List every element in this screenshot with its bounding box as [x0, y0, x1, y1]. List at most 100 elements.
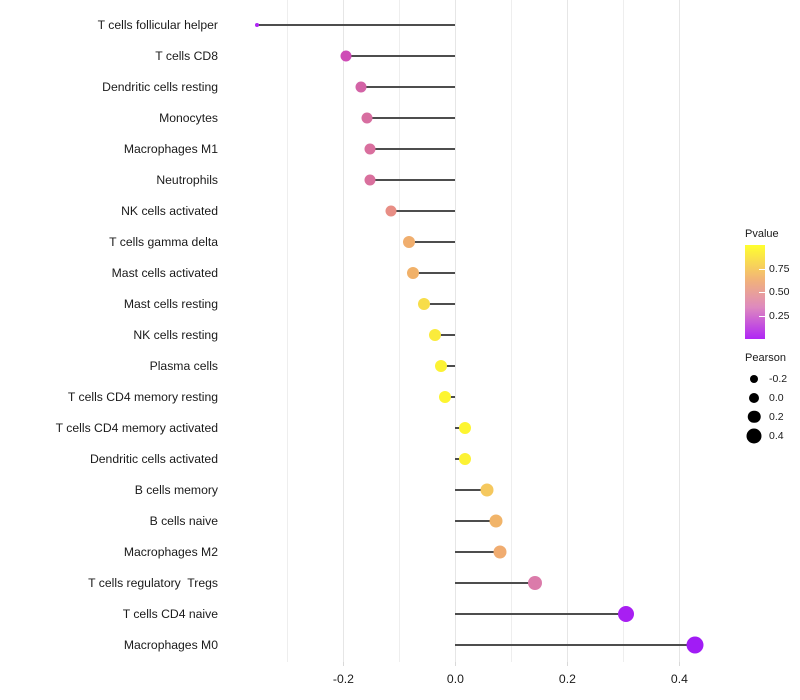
pearson-legend-item: 0.2 — [745, 407, 800, 426]
y-axis-tick-label: T cells follicular helper — [97, 18, 218, 32]
gridline-minor — [399, 0, 401, 662]
y-axis-tick-label: T cells regulatory Tregs — [88, 576, 218, 590]
y-axis-tick-label: Macrophages M2 — [123, 545, 218, 559]
pearson-legend-item: -0.2 — [745, 369, 800, 388]
gridline-minor — [623, 0, 625, 662]
y-axis-tick-label: B cells naive — [149, 514, 218, 528]
gridline-major — [343, 0, 345, 662]
lollipop-stem — [424, 303, 456, 305]
pvalue-legend-tick-mark — [759, 315, 765, 317]
lollipop-point — [458, 422, 471, 434]
y-axis-tick-label: Plasma cells — [149, 359, 218, 373]
y-axis-tick-label: T cells CD4 naive — [122, 607, 218, 621]
x-axis-tick-mark — [567, 662, 569, 666]
pvalue-legend-tick-mark — [759, 268, 765, 270]
y-axis-tick-label: T cells CD4 memory resting — [67, 390, 218, 404]
pearson-legend-label: 0.4 — [769, 429, 784, 442]
lollipop-stem — [391, 210, 456, 212]
pearson-legend-label: 0.0 — [769, 391, 784, 404]
pearson-legend-item: 0.0 — [745, 388, 800, 407]
lollipop-point — [254, 23, 259, 27]
pvalue-legend: Pvalue 0.75 0.50 0.25 — [745, 228, 789, 339]
lollipop-point — [686, 636, 704, 654]
pearson-legend: Pearson -0.2 0.0 0.2 0.4 — [745, 352, 800, 445]
pearson-legend-dot — [746, 428, 762, 443]
lollipop-point — [480, 483, 494, 497]
lollipop-stem — [455, 551, 500, 553]
y-axis-tick-label: Macrophages M1 — [123, 142, 218, 156]
pvalue-legend-tick-label: 0.25 — [769, 309, 790, 322]
x-axis-tick-mark — [679, 662, 681, 666]
y-axis-labels: T cells follicular helper T cells CD8 Dend… — [0, 0, 222, 700]
lollipop-stem — [369, 148, 456, 150]
pearson-legend-label: 0.2 — [769, 410, 784, 423]
gridline-minor — [511, 0, 513, 662]
lollipop-point — [418, 298, 431, 310]
lollipop-point — [340, 50, 352, 62]
lollipop-stem — [361, 86, 456, 88]
pearson-legend-item: 0.4 — [745, 426, 800, 445]
pearson-legend-dot — [747, 410, 761, 423]
lollipop-stem — [366, 117, 456, 119]
pvalue-legend-tick-mark — [759, 292, 765, 293]
y-axis-tick-label: T cells gamma delta — [109, 235, 218, 249]
lollipop-point — [364, 143, 376, 155]
y-axis-tick-label: NK cells resting — [133, 328, 218, 342]
lollipop-stem — [441, 365, 456, 367]
lollipop-stem — [455, 582, 536, 584]
gridline-major — [679, 0, 681, 662]
x-axis-tick-label: 0.0 — [446, 672, 464, 686]
y-axis-tick-label: T cells CD4 memory activated — [55, 421, 218, 435]
pvalue-legend-tick-label: 0.50 — [769, 286, 790, 298]
lollipop-point — [385, 205, 397, 217]
lollipop-point — [618, 606, 635, 622]
x-axis-tick-mark — [455, 662, 457, 666]
lollipop-point — [489, 514, 503, 528]
lollipop-stem — [413, 272, 456, 274]
lollipop-stem — [455, 520, 496, 522]
lollipop-stem — [455, 613, 627, 615]
lollipop-point — [439, 391, 452, 403]
y-axis-tick-label: T cells CD8 — [155, 49, 218, 63]
gridline-major — [455, 0, 457, 662]
pearson-legend-dot — [749, 392, 759, 403]
y-axis-tick-label: Dendritic cells resting — [102, 80, 218, 94]
lollipop-point — [435, 360, 448, 372]
pearson-legend-items: -0.2 0.0 0.2 0.4 — [745, 369, 800, 445]
x-axis-tick-label: 0.2 — [558, 672, 576, 686]
y-axis-tick-label: Neutrophils — [156, 173, 218, 187]
lollipop-point — [428, 329, 441, 341]
y-axis-tick-label: Mast cells resting — [123, 297, 218, 311]
lollipop-stem — [455, 644, 696, 646]
lollipop-stem — [434, 334, 456, 336]
lollipop-point — [364, 174, 376, 186]
x-axis-tick-label: -0.2 — [332, 672, 354, 686]
lollipop-point — [355, 81, 367, 93]
lollipop-point — [407, 267, 420, 279]
lollipop-stem — [409, 241, 456, 243]
y-axis-tick-label: Dendritic cells activated — [89, 452, 218, 466]
lollipop-stem — [370, 179, 456, 181]
x-axis-tick-label: 0.4 — [670, 672, 688, 686]
x-axis: -0.2 0.0 0.2 0.4 — [237, 662, 713, 700]
pearson-legend-dot — [750, 374, 758, 383]
pvalue-colorbar-wrap: 0.75 0.50 0.25 — [745, 245, 789, 339]
y-axis-tick-label: Macrophages M0 — [123, 638, 218, 652]
gridline-major — [567, 0, 569, 662]
y-axis-tick-label: B cells memory — [134, 483, 218, 497]
lollipop-stem — [455, 489, 488, 491]
pearson-legend-label: -0.2 — [769, 372, 788, 385]
pvalue-legend-title: Pvalue — [745, 228, 779, 240]
lollipop-point — [403, 236, 416, 248]
lollipop-point — [459, 453, 472, 465]
pearson-legend-title: Pearson — [745, 352, 786, 364]
lollipop-stem — [256, 24, 456, 26]
y-axis-tick-label: Monocytes — [159, 111, 218, 125]
lollipop-point — [528, 576, 543, 590]
y-axis-tick-label: Mast cells activated — [111, 266, 218, 280]
pvalue-legend-tick-label: 0.75 — [769, 262, 790, 275]
lollipop-stem — [346, 55, 456, 57]
gridline-minor — [287, 0, 289, 662]
y-axis-tick-label: NK cells activated — [121, 204, 218, 218]
